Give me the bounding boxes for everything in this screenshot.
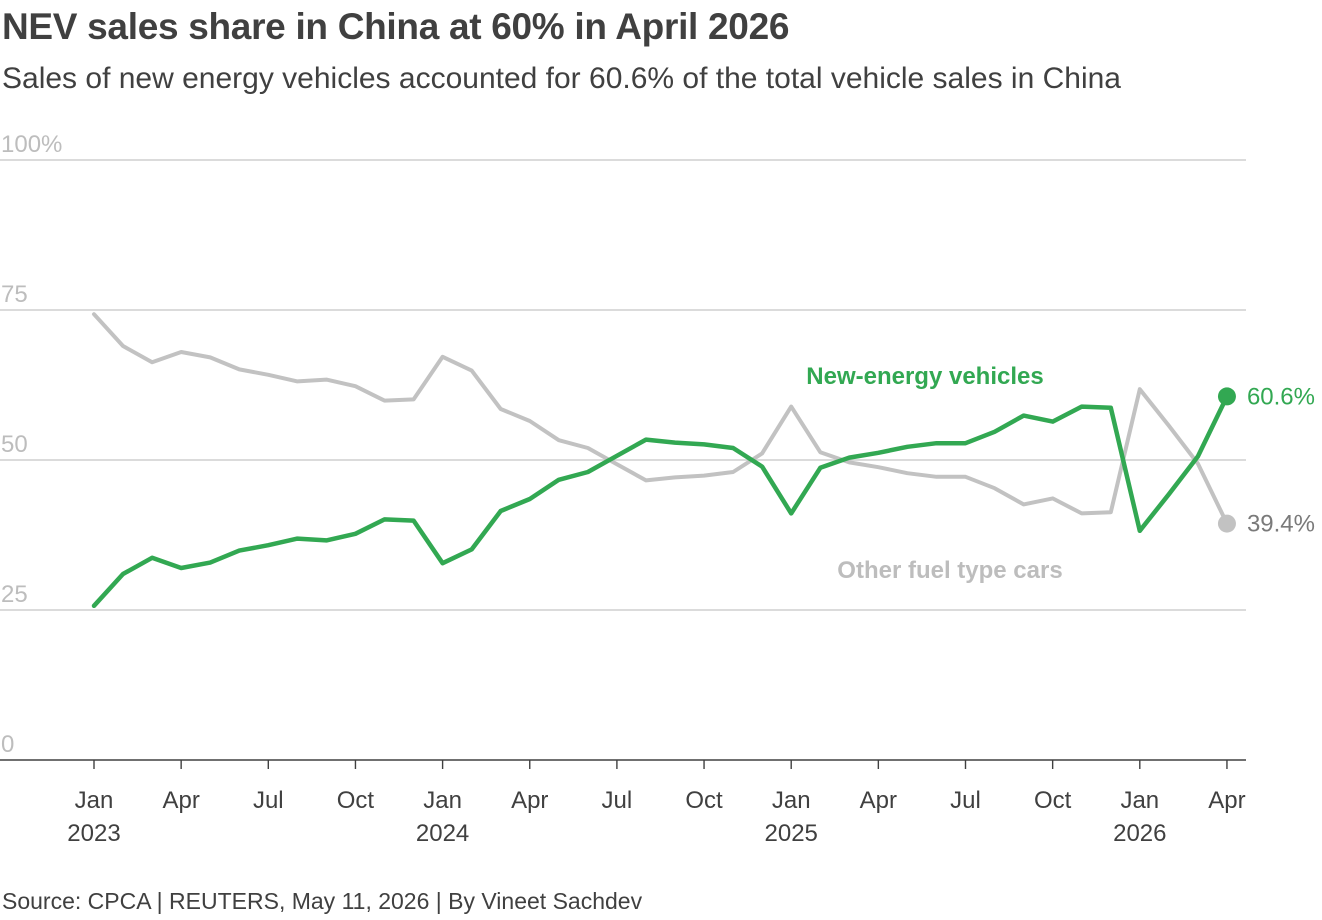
x-tick-label: Apr [511, 787, 548, 814]
x-tick-label: Oct [1034, 787, 1072, 814]
x-tick-year-label: 2023 [67, 820, 120, 847]
nev-series-label: New-energy vehicles [806, 363, 1043, 390]
other-fuel-end-point [1217, 514, 1236, 533]
y-axis-ticks: 0 25 50 75 100% [1, 131, 62, 758]
other-fuel-series-line [92, 312, 1229, 526]
series-lines [91, 312, 1236, 609]
nev-end-label: 60.6% [1247, 383, 1315, 410]
chart-subtitle: Sales of new energy vehicles accounted f… [2, 62, 1121, 95]
x-tick-label: Oct [685, 787, 723, 814]
other-fuel-series-label: Other fuel type cars [837, 557, 1062, 584]
x-tick-year-label: 2025 [765, 820, 818, 847]
y-tick-label: 25 [1, 581, 28, 608]
chart-title: NEV sales share in China at 60% in April… [2, 6, 790, 47]
x-tick-label: Jan [1120, 787, 1159, 814]
nev-end-point [1217, 387, 1236, 406]
other-fuel-end-label: 39.4% [1247, 511, 1315, 538]
source-note: Source: CPCA | REUTERS, May 11, 2026 | B… [2, 888, 643, 914]
y-tick-label: 50 [1, 431, 28, 458]
x-tick-label: Jan [423, 787, 462, 814]
x-tick-label: Jul [253, 787, 284, 814]
x-tick-year-label: 2026 [1113, 820, 1166, 847]
y-tick-label: 75 [1, 281, 28, 308]
y-tick-label: 100% [1, 131, 62, 158]
x-tick-label: Jan [75, 787, 114, 814]
x-tick-label: Apr [162, 787, 199, 814]
x-tick-label: Apr [860, 787, 897, 814]
x-tick-label: Apr [1208, 787, 1245, 814]
x-axis: Jan 2023 Apr Jul Oct Jan 2024 Apr Jul Oct Jan 2025 A… [67, 760, 1246, 847]
x-tick-year-label: 2024 [416, 820, 469, 847]
y-tick-label: 0 [1, 731, 14, 758]
x-tick-label: Jul [950, 787, 981, 814]
series-labels: 60.6% 39.4% New-energy vehicles Other fuel … [806, 363, 1315, 584]
x-tick-label: Jul [602, 787, 633, 814]
nev-series-line [91, 394, 1230, 609]
x-tick-label: Oct [337, 787, 375, 814]
x-tick-label: Jan [772, 787, 811, 814]
grid-lines [0, 159, 1246, 761]
